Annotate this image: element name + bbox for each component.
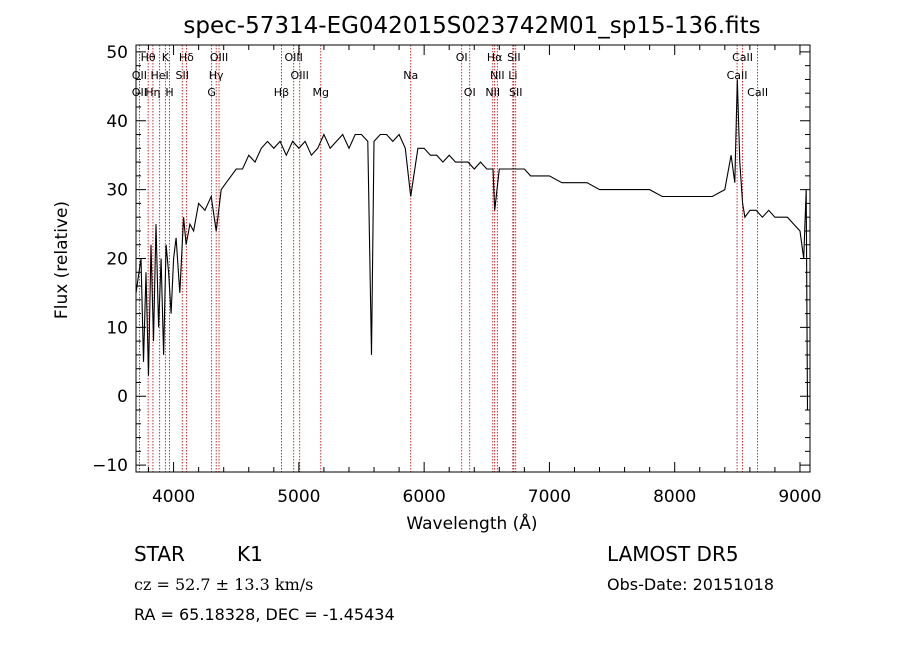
line-label: Na	[403, 69, 418, 82]
line-label: CaII	[727, 69, 748, 82]
line-label: CaII	[747, 86, 768, 99]
x-tick-label: 5000	[277, 487, 320, 507]
y-tick-label: 20	[106, 250, 128, 270]
x-tick-label: 4000	[152, 487, 195, 507]
observation-date: Obs-Date: 20151018	[607, 575, 774, 594]
y-tick-label: 0	[117, 387, 128, 407]
object-class: STAR	[134, 542, 185, 566]
series-group	[135, 79, 809, 411]
redshift-velocity: cz = 52.7 ± 13.3 km/s	[134, 575, 313, 594]
line-label: Hδ	[179, 51, 194, 64]
line-label: OII	[132, 69, 147, 82]
coordinates: RA = 65.18328, DEC = -1.45434	[134, 605, 395, 624]
plot-frame	[135, 44, 811, 473]
line-label: CaII	[732, 51, 753, 64]
line-label: SII	[507, 51, 520, 64]
line-label: NII	[485, 86, 500, 99]
line-label: Li	[508, 69, 517, 82]
line-label: NII	[490, 69, 505, 82]
line-label: Hα	[487, 51, 503, 64]
line-label: Hη	[145, 86, 160, 99]
line-label: OIII	[210, 51, 228, 64]
y-tick-label: 30	[106, 181, 128, 201]
spectrum-series-line	[135, 79, 809, 411]
line-label: Hθ	[141, 51, 156, 64]
line-label: G	[207, 86, 216, 99]
y-tick-label: −10	[92, 456, 128, 476]
x-tick-label: 9000	[778, 487, 821, 507]
x-tick-label: 7000	[528, 487, 571, 507]
x-axis-label: Wavelength (Å)	[406, 512, 537, 534]
x-tick-label: 6000	[403, 487, 446, 507]
survey-name: LAMOST DR5	[607, 542, 739, 566]
line-label: HeI	[151, 69, 169, 82]
spectral-line-labels: Hθ K Hδ OIII OIII OI Hα SII CaII OII HeI SII Hγ OIII N…	[132, 51, 768, 99]
line-label: OI	[456, 51, 468, 64]
x-axis: 4000 5000 6000 7000 8000 9000	[148, 45, 822, 507]
info-panel: STAR K1 LAMOST DR5 cz = 52.7 ± 13.3 km/s…	[134, 542, 774, 624]
line-label: Hγ	[209, 69, 224, 82]
y-axis: −10 0 10 20 30 40 50	[92, 43, 810, 476]
x-tick-label: 8000	[653, 487, 696, 507]
line-label: H	[165, 86, 173, 99]
reference-lines	[138, 45, 759, 472]
line-label: Mg	[313, 86, 329, 99]
y-tick-label: 10	[106, 318, 128, 338]
line-label: OIII	[291, 69, 309, 82]
object-subclass: K1	[237, 542, 263, 566]
line-label: OIII	[285, 51, 303, 64]
line-label: SII	[509, 86, 522, 99]
y-tick-label: 50	[106, 43, 128, 63]
line-label: SII	[175, 69, 188, 82]
y-tick-label: 40	[106, 112, 128, 132]
y-axis-label: Flux (relative)	[52, 201, 72, 319]
line-label: Hβ	[274, 86, 289, 99]
chart-title: spec-57314-EG042015S023742M01_sp15-136.f…	[183, 13, 760, 39]
line-label: OI	[464, 86, 476, 99]
line-label: K	[162, 51, 170, 64]
